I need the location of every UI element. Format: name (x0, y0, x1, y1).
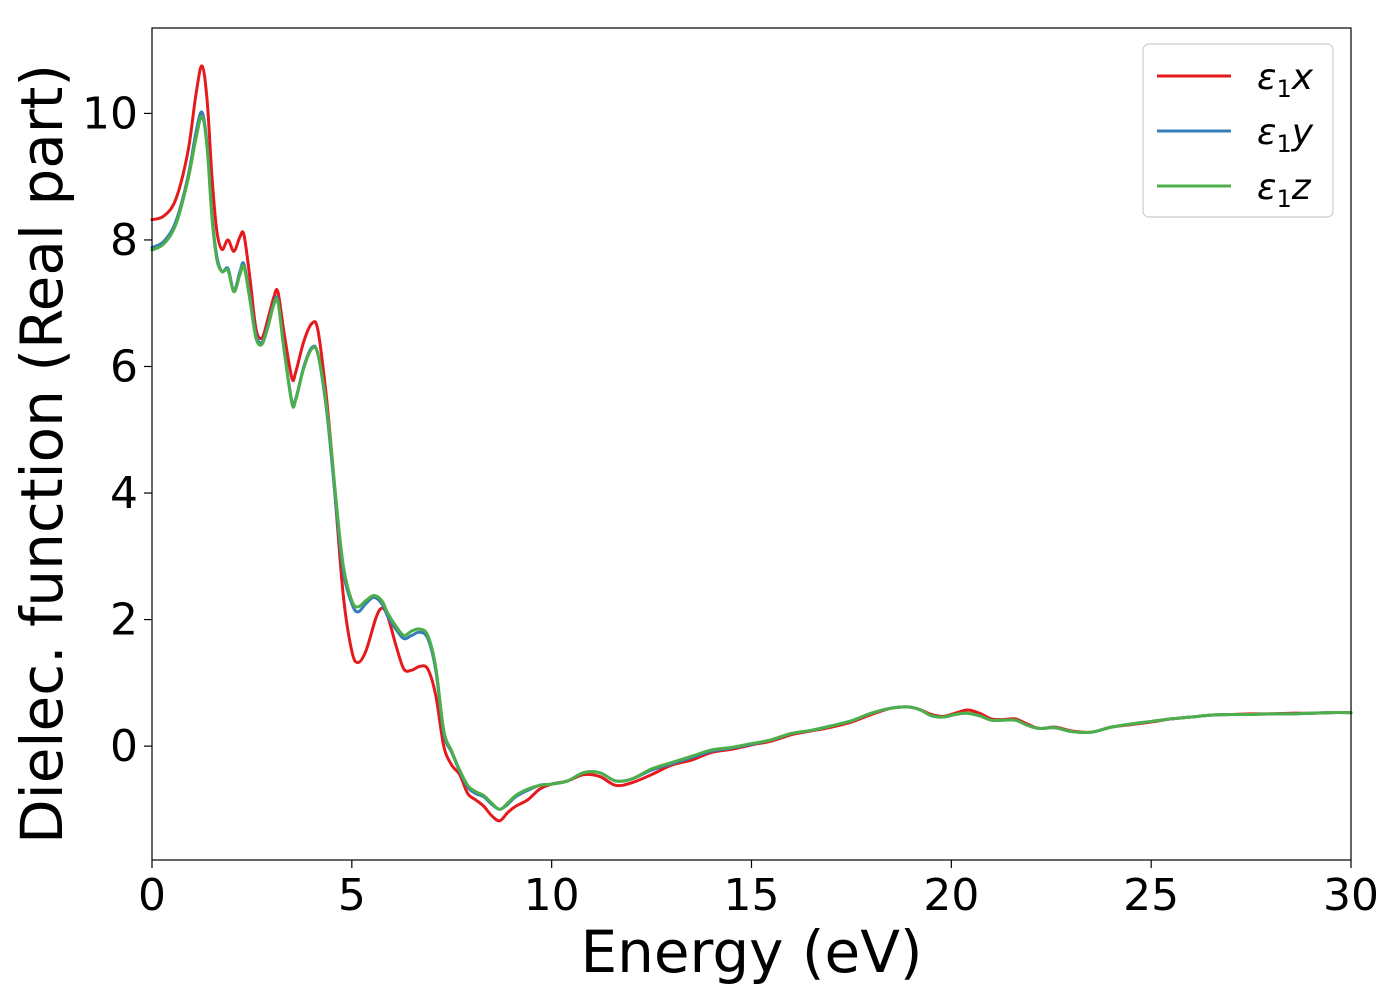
y-tick-label: 6 (110, 341, 138, 392)
x-axis-label: Energy (eV) (580, 918, 922, 986)
x-tick-label: 10 (524, 870, 580, 921)
legend-box (1142, 43, 1334, 218)
y-tick-label: 2 (110, 595, 138, 646)
legend-label-z: ε1z (1257, 167, 1312, 213)
x-tick-label: 30 (1323, 870, 1379, 921)
x-tick-label: 20 (923, 870, 979, 921)
y-axis-ticks: 0 2 4 6 8 10 (82, 88, 152, 772)
series-line-z (150, 115, 1353, 811)
y-tick-label: 0 (110, 721, 138, 772)
series-lines (150, 64, 1353, 823)
x-tick-label: 15 (724, 870, 780, 921)
y-tick-label: 10 (82, 88, 138, 139)
legend-label-x: ε1x (1257, 57, 1314, 103)
x-tick-label: 25 (1123, 870, 1179, 921)
y-tick-label: 4 (110, 468, 138, 519)
legend-label-y: ε1y (1257, 112, 1314, 158)
y-tick-label: 8 (110, 215, 138, 266)
legend: ε1x ε1y ε1z (1142, 43, 1334, 218)
x-axis-ticks: 0 5 10 15 20 25 30 (138, 860, 1379, 921)
x-tick-label: 0 (138, 870, 166, 921)
y-axis-label: Dielec. function (Real part) (8, 64, 76, 844)
x-tick-label: 5 (338, 870, 366, 921)
